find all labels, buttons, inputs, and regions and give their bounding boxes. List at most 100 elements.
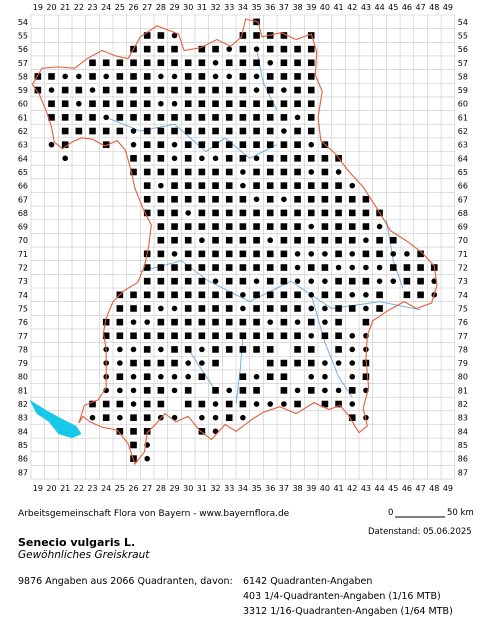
occurrence-square [280, 332, 288, 340]
occurrence-square [239, 277, 247, 285]
occurrence-square [253, 100, 260, 108]
occurrence-circle [390, 251, 397, 257]
occurrence-square [157, 318, 165, 326]
row-label: 83 [458, 414, 468, 423]
occurrence-square [89, 100, 96, 108]
occurrence-circle [363, 305, 369, 312]
occurrence-square [307, 45, 315, 53]
occurrence-square [157, 291, 165, 299]
occurrence-square [239, 73, 247, 80]
occurrence-square [198, 86, 206, 94]
occurrence-square [225, 114, 233, 121]
occurrence-circle [363, 346, 369, 353]
occurrence-square [61, 86, 69, 94]
occurrence-square [184, 141, 192, 148]
occurrence-square [348, 305, 356, 312]
occurrence-square [116, 73, 124, 80]
occurrence-square [171, 59, 178, 67]
occurrence-square [335, 236, 342, 244]
occurrence-square [212, 195, 219, 203]
occurrence-square [130, 155, 137, 162]
occurrence-square [48, 114, 55, 121]
occurrence-square [321, 209, 329, 217]
occurrence-circle [62, 73, 68, 80]
occurrence-square [239, 346, 247, 353]
occurrence-circle [253, 73, 260, 80]
occurrence-square [198, 223, 206, 230]
occurrence-square [266, 223, 274, 230]
occurrence-square [143, 400, 151, 408]
occurrence-square [143, 182, 151, 189]
column-label: 24 [101, 3, 111, 12]
occurrence-square [102, 332, 110, 340]
column-label: 33 [224, 3, 234, 12]
occurrence-square [321, 400, 329, 408]
occurrence-square [198, 332, 206, 340]
occurrence-square [294, 332, 301, 340]
occurrence-square [184, 155, 192, 162]
occurrence-square [253, 141, 260, 148]
column-label: 35 [251, 3, 261, 12]
occurrence-square [307, 86, 315, 94]
column-label: 20 [46, 484, 56, 493]
occurrence-square [266, 86, 274, 94]
occurrence-square [157, 32, 165, 39]
occurrence-square [198, 428, 206, 435]
occurrence-square [362, 195, 370, 203]
occurrence-square [143, 114, 151, 121]
row-label: 71 [18, 250, 28, 259]
occurrence-circle [240, 305, 246, 312]
occurrence-circle [117, 414, 123, 421]
occurrence-square [225, 59, 233, 67]
occurrence-square [34, 73, 42, 80]
row-label: 67 [458, 195, 468, 204]
occurrence-square [157, 223, 165, 230]
column-label: 32 [210, 3, 220, 12]
occurrence-circle [130, 128, 137, 134]
row-label: 73 [458, 277, 468, 286]
occurrence-circle [267, 59, 274, 66]
occurrence-square [198, 264, 206, 271]
occurrence-square [171, 332, 178, 340]
occurrence-circle [171, 100, 178, 107]
occurrence-square [143, 155, 151, 162]
column-label: 43 [361, 484, 371, 493]
occurrence-square [198, 182, 206, 189]
occurrence-square [225, 182, 233, 189]
occurrence-circle [240, 169, 246, 175]
column-label: 21 [60, 484, 70, 493]
scientific-name: Senecio vulgaris L. [18, 536, 136, 549]
occurrence-square [253, 182, 260, 189]
occurrence-square [171, 236, 178, 244]
row-label: 59 [18, 86, 28, 95]
occurrence-circle [322, 319, 328, 325]
occurrence-square [198, 209, 206, 217]
occurrence-circle [322, 387, 328, 394]
occurrence-square [348, 277, 356, 285]
row-label: 73 [18, 277, 28, 286]
occurrence-square [266, 168, 274, 176]
occurrence-square [157, 359, 165, 367]
column-label: 22 [74, 3, 84, 12]
occurrence-square [307, 155, 315, 162]
occurrence-square [253, 168, 260, 176]
occurrence-square [130, 168, 137, 176]
occurrence-square [157, 332, 165, 340]
occurrence-square [294, 291, 301, 299]
occurrence-square [143, 168, 151, 176]
occurrence-square [266, 277, 274, 285]
occurrence-square [266, 305, 274, 312]
occurrence-square [294, 86, 301, 94]
occurrence-circle [363, 264, 369, 271]
occurrence-circle [158, 73, 164, 80]
occurrence-circle [294, 278, 301, 284]
column-label: 40 [320, 3, 330, 12]
occurrence-square [89, 400, 96, 408]
occurrence-square [212, 305, 219, 312]
occurrence-circle [212, 59, 219, 66]
occurrence-square [335, 277, 342, 285]
occurrence-square [143, 359, 151, 367]
occurrence-square [212, 236, 219, 244]
occurrence-square [239, 209, 247, 217]
row-label: 78 [18, 345, 28, 354]
